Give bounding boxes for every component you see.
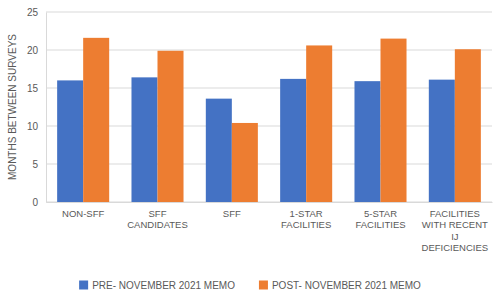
x-tick: SFF [223, 202, 241, 219]
legend: PRE- NOVEMBER 2021 MEMO POST- NOVEMBER 20… [79, 280, 421, 291]
y-axis-line [46, 13, 47, 203]
bar [306, 45, 332, 202]
x-axis-line [47, 202, 493, 203]
bar [57, 80, 83, 202]
legend-label: PRE- NOVEMBER 2021 MEMO [92, 280, 235, 291]
grid [46, 12, 492, 202]
legend-label: POST- NOVEMBER 2021 MEMO [272, 280, 421, 291]
bar [131, 77, 157, 202]
bar [83, 38, 109, 202]
x-tick: NON-SFF [62, 202, 104, 219]
legend-item: POST- NOVEMBER 2021 MEMO [259, 280, 421, 291]
y-tick-label: 25 [27, 7, 39, 18]
y-tick: 15 [27, 83, 46, 94]
legend-swatch [259, 281, 268, 290]
x-axis: NON-SFF SFFCANDIDATES SFF 1-STARFACILITIES 5… [47, 202, 493, 253]
bar [280, 79, 306, 202]
grid-line [46, 126, 492, 127]
bar-series [83, 38, 481, 202]
y-tick: 5 [32, 159, 46, 170]
grid-line [46, 202, 492, 203]
legend-swatch [79, 281, 88, 290]
chart-svg: 0 5 10 15 20 25 NON-SFF SFFCANDIDATES SFF 1-STARF… [0, 0, 500, 300]
y-axis: 0 5 10 15 20 25 [27, 7, 47, 208]
bar [455, 49, 481, 202]
x-tick-label: 1-STARFACILITIES [281, 208, 331, 230]
bar [206, 99, 232, 202]
x-tick-label: FACILITIESWITH RECENTIJDEFICIENCIES [422, 208, 489, 253]
legend-item: PRE- NOVEMBER 2021 MEMO [79, 280, 235, 291]
grid-line [46, 88, 492, 89]
grid-line [46, 12, 492, 13]
x-tick-label: SFF [223, 208, 241, 219]
y-tick-label: 10 [27, 121, 39, 132]
x-tick-label: 5-STARFACILITIES [355, 208, 405, 230]
bar [354, 81, 380, 202]
bar [232, 123, 258, 202]
grid-line [46, 50, 492, 51]
y-tick-label: 0 [32, 197, 38, 208]
plot-area: 0 5 10 15 20 25 NON-SFF SFFCANDIDATES SFF 1-STARF… [27, 7, 493, 253]
x-tick: 5-STARFACILITIES [355, 202, 405, 230]
bars [57, 38, 481, 202]
y-tick: 0 [32, 197, 46, 208]
x-tick: 1-STARFACILITIES [281, 202, 331, 230]
x-tick: FACILITIESWITH RECENTIJDEFICIENCIES [422, 202, 489, 253]
bar [429, 80, 455, 202]
x-tick-label: SFFCANDIDATES [127, 208, 188, 230]
y-tick: 10 [27, 121, 46, 132]
y-tick: 20 [27, 45, 46, 56]
y-tick-label: 20 [27, 45, 39, 56]
y-tick: 25 [27, 7, 46, 18]
y-axis-title: MONTHS BETWEEN SURVEYS [7, 34, 18, 180]
chart-container: 0 5 10 15 20 25 NON-SFF SFFCANDIDATES SFF 1-STARF… [0, 0, 500, 300]
grid-line [46, 164, 492, 165]
y-tick-label: 15 [27, 83, 39, 94]
y-tick-label: 5 [32, 159, 38, 170]
bar [158, 51, 184, 202]
x-tick: SFFCANDIDATES [127, 202, 188, 230]
x-tick-label: NON-SFF [62, 208, 104, 219]
bar [381, 39, 407, 202]
